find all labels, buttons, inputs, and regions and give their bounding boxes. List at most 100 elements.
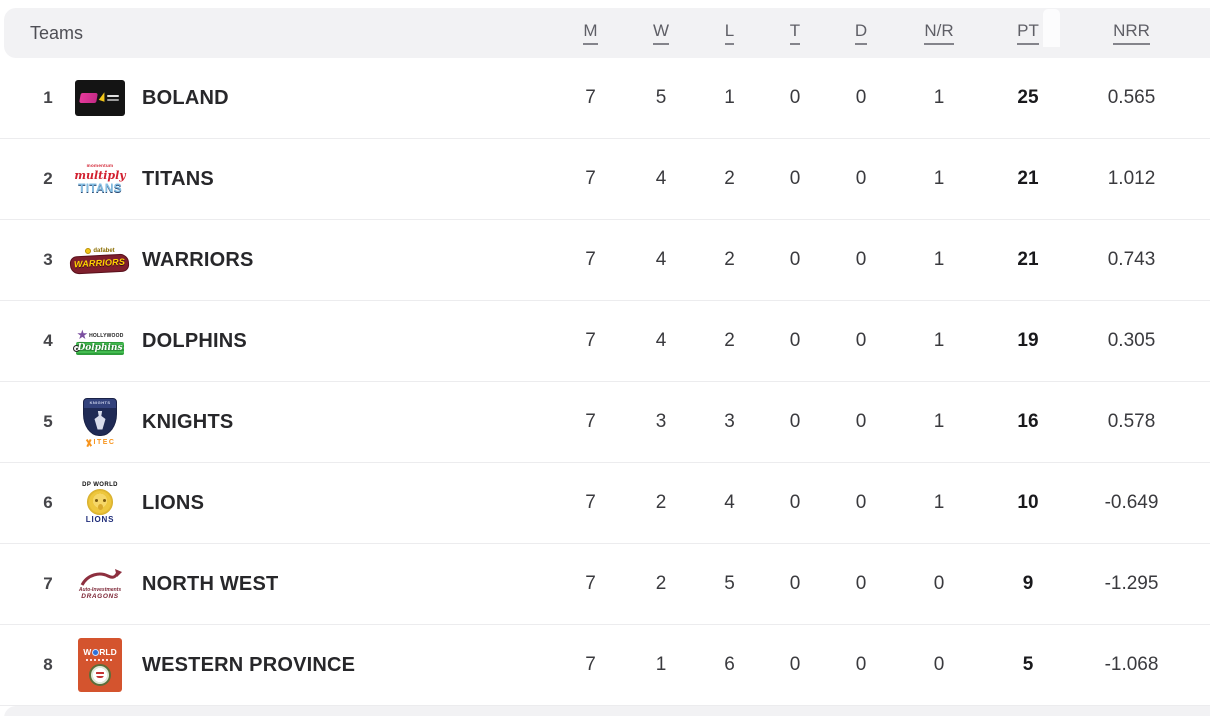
stat-nrr: -1.295 [1104,573,1159,594]
rank: 5 [43,412,53,431]
stat-points: 21 [1017,168,1039,189]
stat-nrr: 0.305 [1107,330,1156,351]
rank: 7 [43,574,53,593]
table-row-boland: 1 BOLAND 7 5 1 0 0 1 25 0.565 [0,58,1210,139]
stat-points: 19 [1017,330,1039,351]
col-head-wins[interactable]: W [652,21,670,45]
dolphins-logo: ★ HOLLYWOOD Dolphins [73,328,127,355]
stat-ties: 0 [789,330,801,351]
stat-wins: 4 [655,168,667,189]
team-name: BOLAND [142,86,229,109]
table-row-lions: 6 DP WORLD LIONS LIONS 7 2 4 0 0 1 10 -0… [0,463,1210,544]
stat-points: 16 [1017,411,1039,432]
col-head-losses[interactable]: L [724,21,735,45]
stat-noresult: 1 [933,492,945,513]
stat-wins: 2 [655,492,667,513]
header-row: Teams M W L T D N/R PT NRR [0,8,1210,58]
stat-draws: 0 [855,573,867,594]
stat-wins: 1 [655,654,667,675]
stat-wins: 3 [655,411,667,432]
rank: 3 [43,250,53,269]
stat-nrr: 1.012 [1107,168,1156,189]
stat-draws: 0 [855,654,867,675]
stat-wins: 4 [655,249,667,270]
stat-losses: 2 [724,330,735,351]
table-row-titans: 2 momentum multiply TITANS TITANS 7 4 2 … [0,139,1210,220]
globe-icon [91,649,99,656]
boland-logo [75,80,125,116]
team-name: KNIGHTS [142,410,234,433]
stat-draws: 0 [855,87,867,108]
stat-ties: 0 [789,249,801,270]
stat-noresult: 1 [933,87,945,108]
stat-draws: 0 [855,249,867,270]
stat-ties: 0 [789,492,801,513]
team-name: LIONS [142,491,205,514]
col-head-matches[interactable]: M [583,21,598,45]
table-row-warriors: 3 dafabet WARRIORS WARRIORS 7 4 2 0 0 1 … [0,220,1210,301]
stat-ties: 0 [789,168,801,189]
stat-points: 9 [1022,573,1034,594]
rank: 6 [43,493,53,512]
rank: 1 [43,88,53,107]
col-head-points[interactable]: PT [1017,21,1039,45]
stat-nrr: 0.565 [1107,87,1156,108]
team-name: DOLPHINS [142,329,247,352]
stat-points: 10 [1017,492,1039,513]
north-west-dragons-logo: Auto-Investments DRAGONS [71,568,129,601]
stat-matches: 7 [585,168,596,189]
stat-nrr: -1.068 [1104,654,1159,675]
stat-matches: 7 [585,411,596,432]
col-head-noresult[interactable]: N/R [924,21,954,45]
col-head-draws[interactable]: D [854,21,868,45]
stat-matches: 7 [585,573,596,594]
stat-nrr: 0.578 [1107,411,1156,432]
stat-losses: 6 [724,654,735,675]
teams-header-label: Teams [30,22,84,43]
stat-nrr: -0.649 [1104,492,1159,513]
stat-losses: 1 [724,87,735,108]
stat-ties: 0 [789,411,801,432]
stat-draws: 0 [855,330,867,351]
stat-wins: 4 [655,330,667,351]
stat-noresult: 1 [933,330,945,351]
team-name: TITANS [142,167,214,190]
table-row-knights: 5 KNIGHTS ITEC KNIGHTS 7 3 3 0 0 1 16 0.… [0,382,1210,463]
rank: 8 [43,655,53,674]
table-row-north-west: 7 Auto-Investments DRAGONS NORTH WEST 7 … [0,544,1210,625]
stat-wins: 5 [655,87,667,108]
stat-ties: 0 [789,573,801,594]
ball-icon [73,344,80,352]
dragon-icon [80,568,122,586]
next-section-band [4,706,1210,716]
stat-losses: 2 [724,168,735,189]
table-row-western-province: 8 W RLD WESTERN PROVINCE 7 1 6 0 0 0 5 -1… [0,625,1210,706]
stat-matches: 7 [585,330,596,351]
table-header: Teams M W L T D N/R PT NRR [0,8,1210,58]
col-head-ties[interactable]: T [789,21,801,45]
stat-matches: 7 [585,87,596,108]
crest-icon [89,663,111,686]
stat-losses: 4 [724,492,735,513]
knights-logo: KNIGHTS ITEC [76,397,124,447]
stat-draws: 0 [855,168,867,189]
running-man-icon [85,439,92,447]
col-head-nrr[interactable]: NRR [1113,21,1150,45]
pt-column-highlight [1043,9,1060,47]
team-name: WESTERN PROVINCE [142,653,356,676]
stat-points: 5 [1022,654,1034,675]
stat-draws: 0 [855,411,867,432]
titans-logo: momentum multiply TITANS [74,163,126,195]
stat-matches: 7 [585,654,596,675]
stat-points: 25 [1017,87,1039,108]
lion-head-icon [87,489,113,515]
stat-noresult: 0 [933,654,945,675]
warriors-logo: dafabet WARRIORS [70,247,130,275]
star-icon: ★ [76,326,89,342]
rank: 4 [43,331,53,350]
knight-figure-icon [94,410,106,430]
lions-logo: DP WORLD LIONS [82,482,118,524]
rank: 2 [43,169,53,188]
team-name: NORTH WEST [142,572,279,595]
